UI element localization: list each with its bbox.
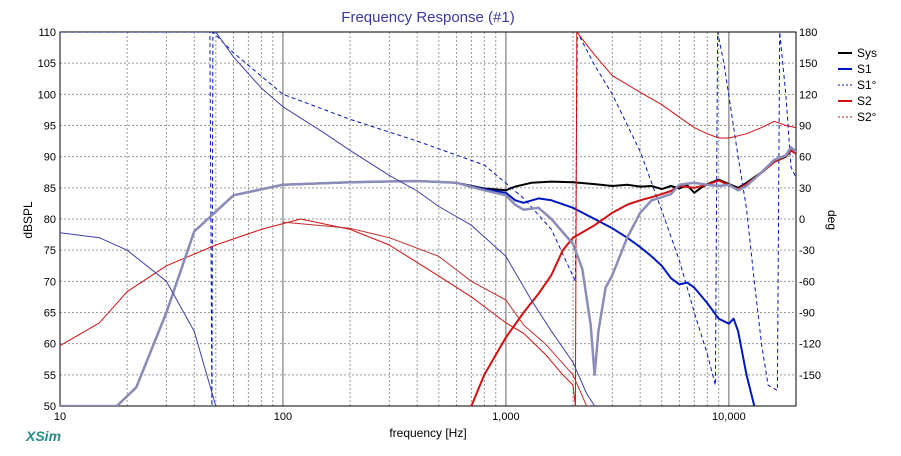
y-tick-label: 100 [38, 89, 56, 101]
y2-tick-label: 0 [799, 214, 805, 226]
legend-item: S2 [838, 94, 872, 108]
y2-tick-label: -30 [799, 245, 815, 257]
series-auxiliary-8 [282, 221, 588, 406]
legend-label: S2 [857, 94, 872, 108]
series-s1-phase [60, 32, 796, 406]
chart-title: Frequency Response (#1) [341, 9, 514, 26]
x-tick-label: 10,000 [712, 411, 746, 423]
y2-tick-label: 30 [799, 183, 811, 195]
plot-area [59, 31, 797, 407]
axes: 1101051009590858075706560555018015012090… [38, 27, 821, 423]
y2-axis-label: deg [825, 210, 839, 230]
legend-item: S2° [838, 110, 877, 124]
series-s2 [470, 149, 796, 406]
series-auxiliary-6 [60, 232, 217, 406]
y2-tick-label: 60 [799, 152, 811, 164]
xsim-watermark: XSim [25, 428, 61, 444]
legend-item: Sys [838, 46, 877, 60]
y2-tick-label: -150 [799, 370, 821, 382]
series-s2-phase [60, 32, 796, 406]
y-tick-label: 75 [44, 245, 56, 257]
legend-item: S1° [838, 78, 877, 92]
series-s1 [60, 180, 756, 406]
y-tick-label: 70 [44, 276, 56, 288]
grid [59, 31, 797, 407]
y2-tick-label: -120 [799, 339, 821, 351]
y-tick-label: 80 [44, 214, 56, 226]
y2-tick-label: 180 [799, 27, 817, 39]
y2-tick-label: -90 [799, 308, 815, 320]
x-tick-label: 1,000 [492, 411, 520, 423]
y-tick-label: 110 [38, 27, 56, 39]
legend-item: S1 [838, 62, 872, 76]
y2-tick-label: -60 [799, 276, 815, 288]
y2-tick-label: 120 [799, 89, 817, 101]
legend-label: S1 [857, 62, 872, 76]
series-auxiliary-7 [215, 32, 596, 406]
series-clip-group [60, 32, 796, 406]
series-auxiliary-5 [60, 146, 796, 406]
y-tick-label: 50 [44, 401, 56, 413]
series-layer [60, 32, 796, 406]
x-tick-label: 10 [54, 411, 66, 423]
y2-tick-label: 90 [799, 121, 811, 133]
y2-tick-label: 150 [799, 58, 817, 70]
y-tick-label: 105 [38, 58, 56, 70]
x-axis-label: frequency [Hz] [389, 426, 466, 440]
legend: Sys S1 S1° S2 S2° [838, 46, 877, 124]
y-tick-label: 85 [44, 183, 56, 195]
y-tick-label: 90 [44, 152, 56, 164]
y-tick-label: 65 [44, 308, 56, 320]
x-tick-label: 100 [274, 411, 292, 423]
legend-label: Sys [857, 46, 877, 60]
legend-label: S2° [857, 110, 877, 124]
legend-label: S1° [857, 78, 877, 92]
y-tick-label: 60 [44, 339, 56, 351]
series-sys [60, 149, 796, 406]
y-tick-label: 95 [44, 121, 56, 133]
y-axis-label: dBSPL [21, 201, 35, 239]
y-tick-label: 55 [44, 370, 56, 382]
